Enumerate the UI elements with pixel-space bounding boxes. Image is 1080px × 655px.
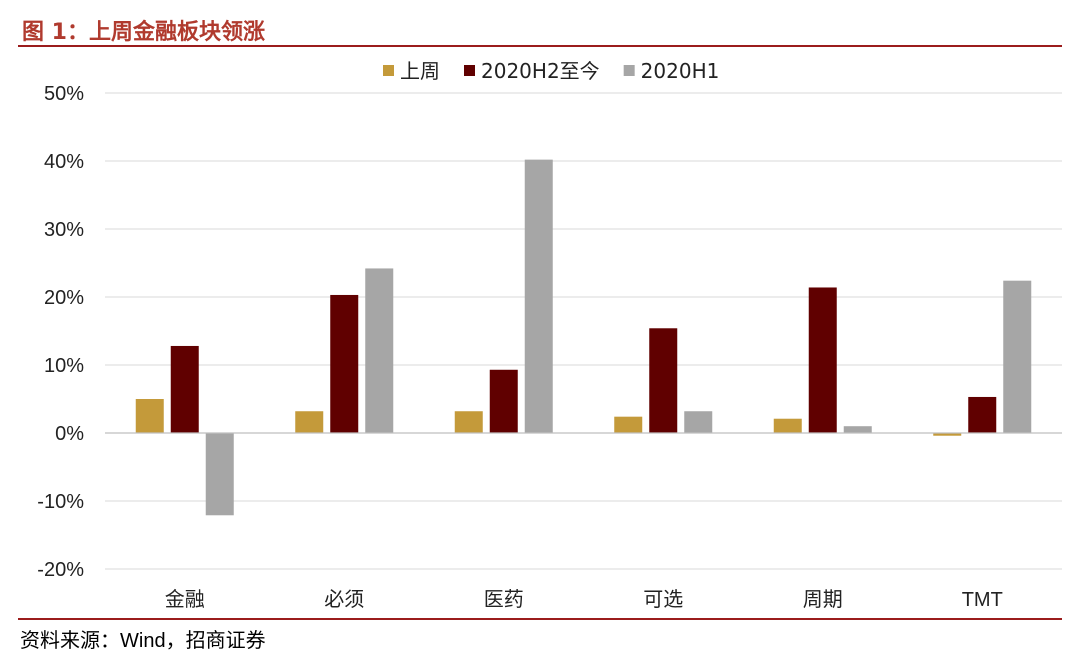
y-tick-label: -20%	[37, 559, 84, 581]
bar-3-1	[205, 433, 234, 516]
bar-2-6	[968, 396, 997, 433]
legend-label: 2020H1	[641, 59, 720, 83]
bar-3-2	[365, 268, 394, 433]
bar-2-5	[808, 287, 837, 433]
bar-2-4	[649, 328, 678, 433]
figure-title: 图 1：上周金融板块领涨	[22, 14, 265, 45]
footer-divider	[18, 618, 1062, 620]
x-tick-label: TMT	[962, 589, 1003, 611]
bar-2-3	[489, 369, 518, 433]
gridlines	[105, 92, 1062, 570]
bar-3-3	[524, 159, 553, 433]
bar-3-6	[1003, 280, 1032, 433]
bar-1-4	[614, 416, 643, 433]
y-tick-label: 20%	[44, 287, 84, 309]
y-tick-label: 0%	[55, 423, 84, 445]
bar-3-5	[843, 426, 872, 433]
y-tick-label: 10%	[44, 355, 84, 377]
bar-1-2	[295, 411, 324, 433]
bar-1-3	[454, 411, 483, 433]
y-tick-label: 50%	[44, 83, 84, 105]
y-tick-label: -10%	[37, 491, 84, 513]
legend-swatch	[383, 65, 394, 76]
x-tick-label: 医药	[484, 587, 524, 611]
source-text: Wind，招商证券	[120, 630, 266, 652]
source-label: 资料来源：	[20, 628, 120, 652]
axes: -20% -10% 0% 10% 20% 30% 40% 50% 金融 必须 医药 可选 周期 TMT	[37, 83, 1062, 611]
bar-chart: -20% -10% 0% 10% 20% 30% 40% 50% 金融 必须 医药 可选 周期 TMT 上…	[37, 59, 1062, 611]
legend-swatch	[464, 65, 475, 76]
bar-1-5	[773, 418, 802, 433]
title-divider	[18, 45, 1062, 47]
source-note: 资料来源：Wind，招商证券	[20, 624, 266, 653]
x-tick-label: 必须	[324, 587, 364, 611]
x-tick-label: 可选	[643, 587, 683, 611]
bar-3-4	[684, 411, 713, 433]
bar-1-6	[933, 433, 962, 436]
figure-label: 图 1：	[22, 20, 89, 45]
y-tick-label: 40%	[44, 151, 84, 173]
legend-label: 上周	[400, 59, 440, 83]
legend-label: 2020H2至今	[481, 59, 600, 83]
figure-title-text: 上周金融板块领涨	[88, 20, 265, 45]
bar-2-2	[330, 294, 359, 433]
y-tick-label: 30%	[44, 219, 84, 241]
bars	[135, 159, 1032, 516]
x-tick-label: 金融	[165, 587, 205, 611]
legend-swatch	[623, 65, 635, 76]
legend: 上周 2020H2至今 2020H1	[383, 59, 719, 83]
bar-2-1	[170, 345, 199, 433]
x-tick-label: 周期	[803, 587, 843, 611]
bar-1-1	[135, 399, 164, 433]
